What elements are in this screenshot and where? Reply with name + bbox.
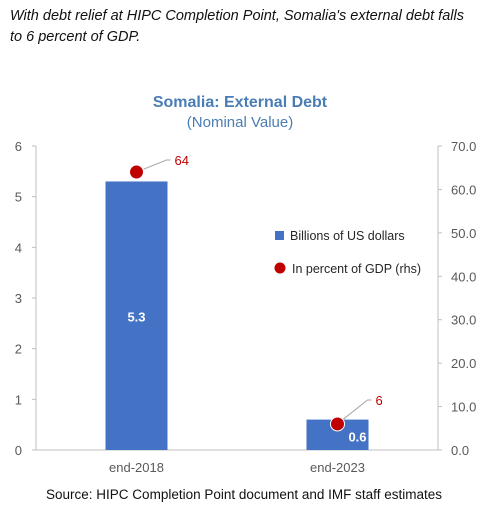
gdp-point — [330, 416, 345, 432]
left-tick-label: 5 — [15, 190, 22, 205]
gdp-label-leader — [136, 159, 171, 173]
left-tick-label: 0 — [15, 443, 22, 458]
legend-dot-label: In percent of GDP (rhs) — [292, 262, 421, 276]
right-tick-label: 10.0 — [451, 400, 476, 415]
right-tick-label: 40.0 — [451, 269, 476, 284]
gdp-point-label: 6 — [376, 393, 383, 408]
left-tick-label: 1 — [15, 392, 22, 407]
left-tick-label: 4 — [15, 240, 22, 255]
left-tick-label: 6 — [15, 139, 22, 154]
x-tick-label: end-2018 — [109, 460, 164, 475]
gdp-label-leader — [337, 399, 372, 425]
gdp-point-label: 64 — [175, 153, 189, 168]
legend-bar-label: Billions of US dollars — [290, 229, 405, 243]
legend-dot-swatch — [274, 262, 286, 274]
gdp-points: 64 6 — [129, 153, 383, 432]
bar-end-2018 — [105, 181, 168, 450]
chart-subtitle: (Nominal Value) — [187, 114, 293, 131]
legend-bar-swatch — [275, 231, 284, 240]
right-tick-label: 20.0 — [451, 356, 476, 371]
left-tick-label: 2 — [15, 342, 22, 357]
source-note: Source: HIPC Completion Point document a… — [46, 487, 442, 502]
bar-label: 5.3 — [127, 310, 145, 325]
chart-title: Somalia: External Debt — [153, 94, 328, 111]
x-tick-label: end-2023 — [310, 460, 365, 475]
headline: With debt relief at HIPC Completion Poin… — [10, 8, 464, 45]
right-tick-label: 30.0 — [451, 313, 476, 328]
legend: Billions of US dollars In percent of GDP … — [274, 229, 421, 276]
right-tick-label: 70.0 — [451, 139, 476, 154]
bars: 5.3 0.6 — [105, 181, 369, 450]
right-tick-label: 60.0 — [451, 182, 476, 197]
right-tick-label: 0.0 — [451, 443, 469, 458]
axes: 01234560.010.020.030.040.050.060.070.0en… — [15, 139, 477, 475]
right-tick-label: 50.0 — [451, 226, 476, 241]
gdp-point — [129, 164, 144, 180]
left-tick-label: 3 — [15, 291, 22, 306]
bar-label: 0.6 — [348, 429, 366, 444]
